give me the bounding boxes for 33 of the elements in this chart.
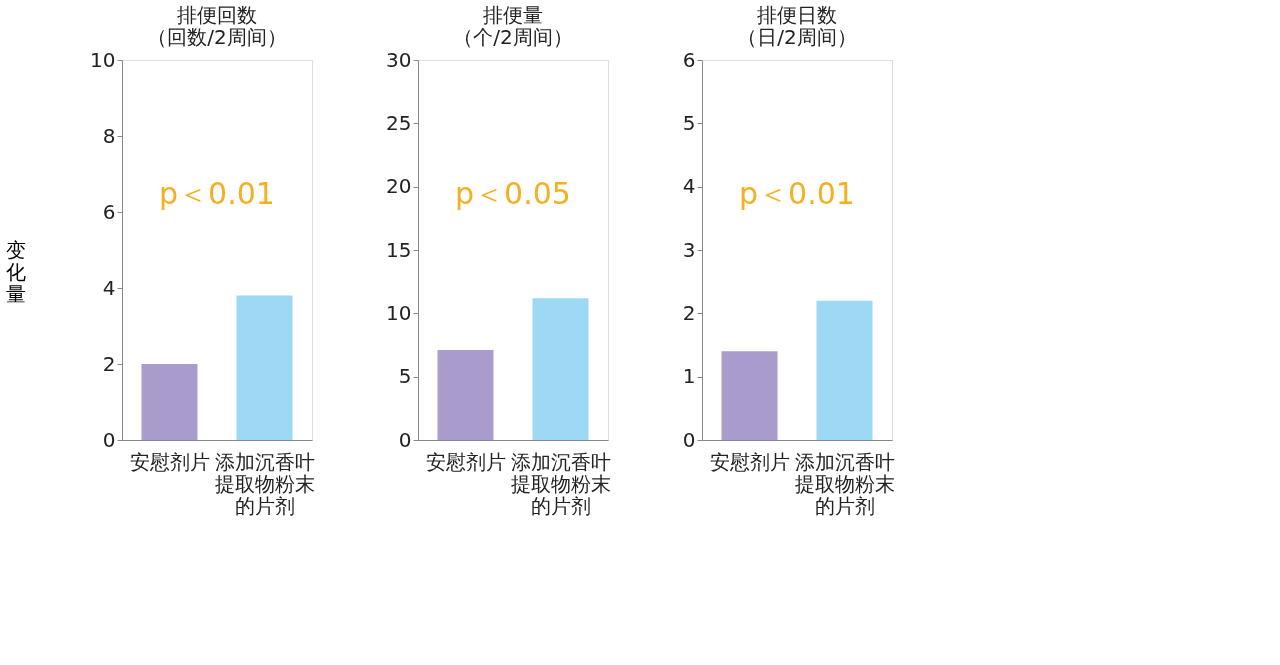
annotation: p＜0.01 — [739, 176, 855, 211]
y-tick-label: 10 — [90, 47, 116, 72]
y-tick-label: 2 — [102, 351, 116, 376]
x-tick-label: 安慰剂片 — [129, 449, 210, 474]
y-tick-label: 5 — [682, 110, 696, 135]
x-tick-label: 安慰剂片 — [425, 449, 506, 474]
y-tick-label: 8 — [102, 123, 116, 148]
y-tick-label: 10 — [386, 300, 412, 325]
y-tick-label: 2 — [682, 300, 696, 325]
y-tick-label: 0 — [102, 427, 116, 452]
y-tick-label: 20 — [386, 174, 412, 199]
y-tick-label: 15 — [386, 237, 412, 262]
x-tick-label: 添加沉香叶提取物粉末的片剂 — [510, 449, 611, 518]
x-tick-label: 添加沉香叶提取物粉末的片剂 — [214, 449, 315, 518]
y-tick-label: 0 — [398, 427, 412, 452]
x-tick-label: 添加沉香叶提取物粉末的片剂 — [794, 449, 895, 518]
y-tick-label: 3 — [682, 237, 696, 262]
y-tick-label: 0 — [682, 427, 696, 452]
annotation: p＜0.01 — [159, 176, 275, 211]
y-tick-label: 4 — [682, 174, 696, 199]
x-tick-label: 安慰剂片 — [709, 449, 790, 474]
y-tick-label: 5 — [398, 364, 412, 389]
y-tick-label: 6 — [682, 47, 696, 72]
y-tick-label: 1 — [682, 364, 696, 389]
annotation: p＜0.05 — [455, 176, 571, 211]
chart-title: 排便量（个/2周间） — [453, 3, 573, 49]
y-tick-label: 25 — [386, 110, 412, 135]
chart-title: 排便日数（日/2周间） — [737, 3, 857, 49]
y-tick-label: 6 — [102, 199, 116, 224]
y-axis-title: 变化量 — [6, 237, 27, 306]
chart-title: 排便回数（回数/2周间） — [147, 3, 287, 49]
y-tick-label: 30 — [386, 47, 412, 72]
y-tick-label: 4 — [102, 275, 116, 300]
